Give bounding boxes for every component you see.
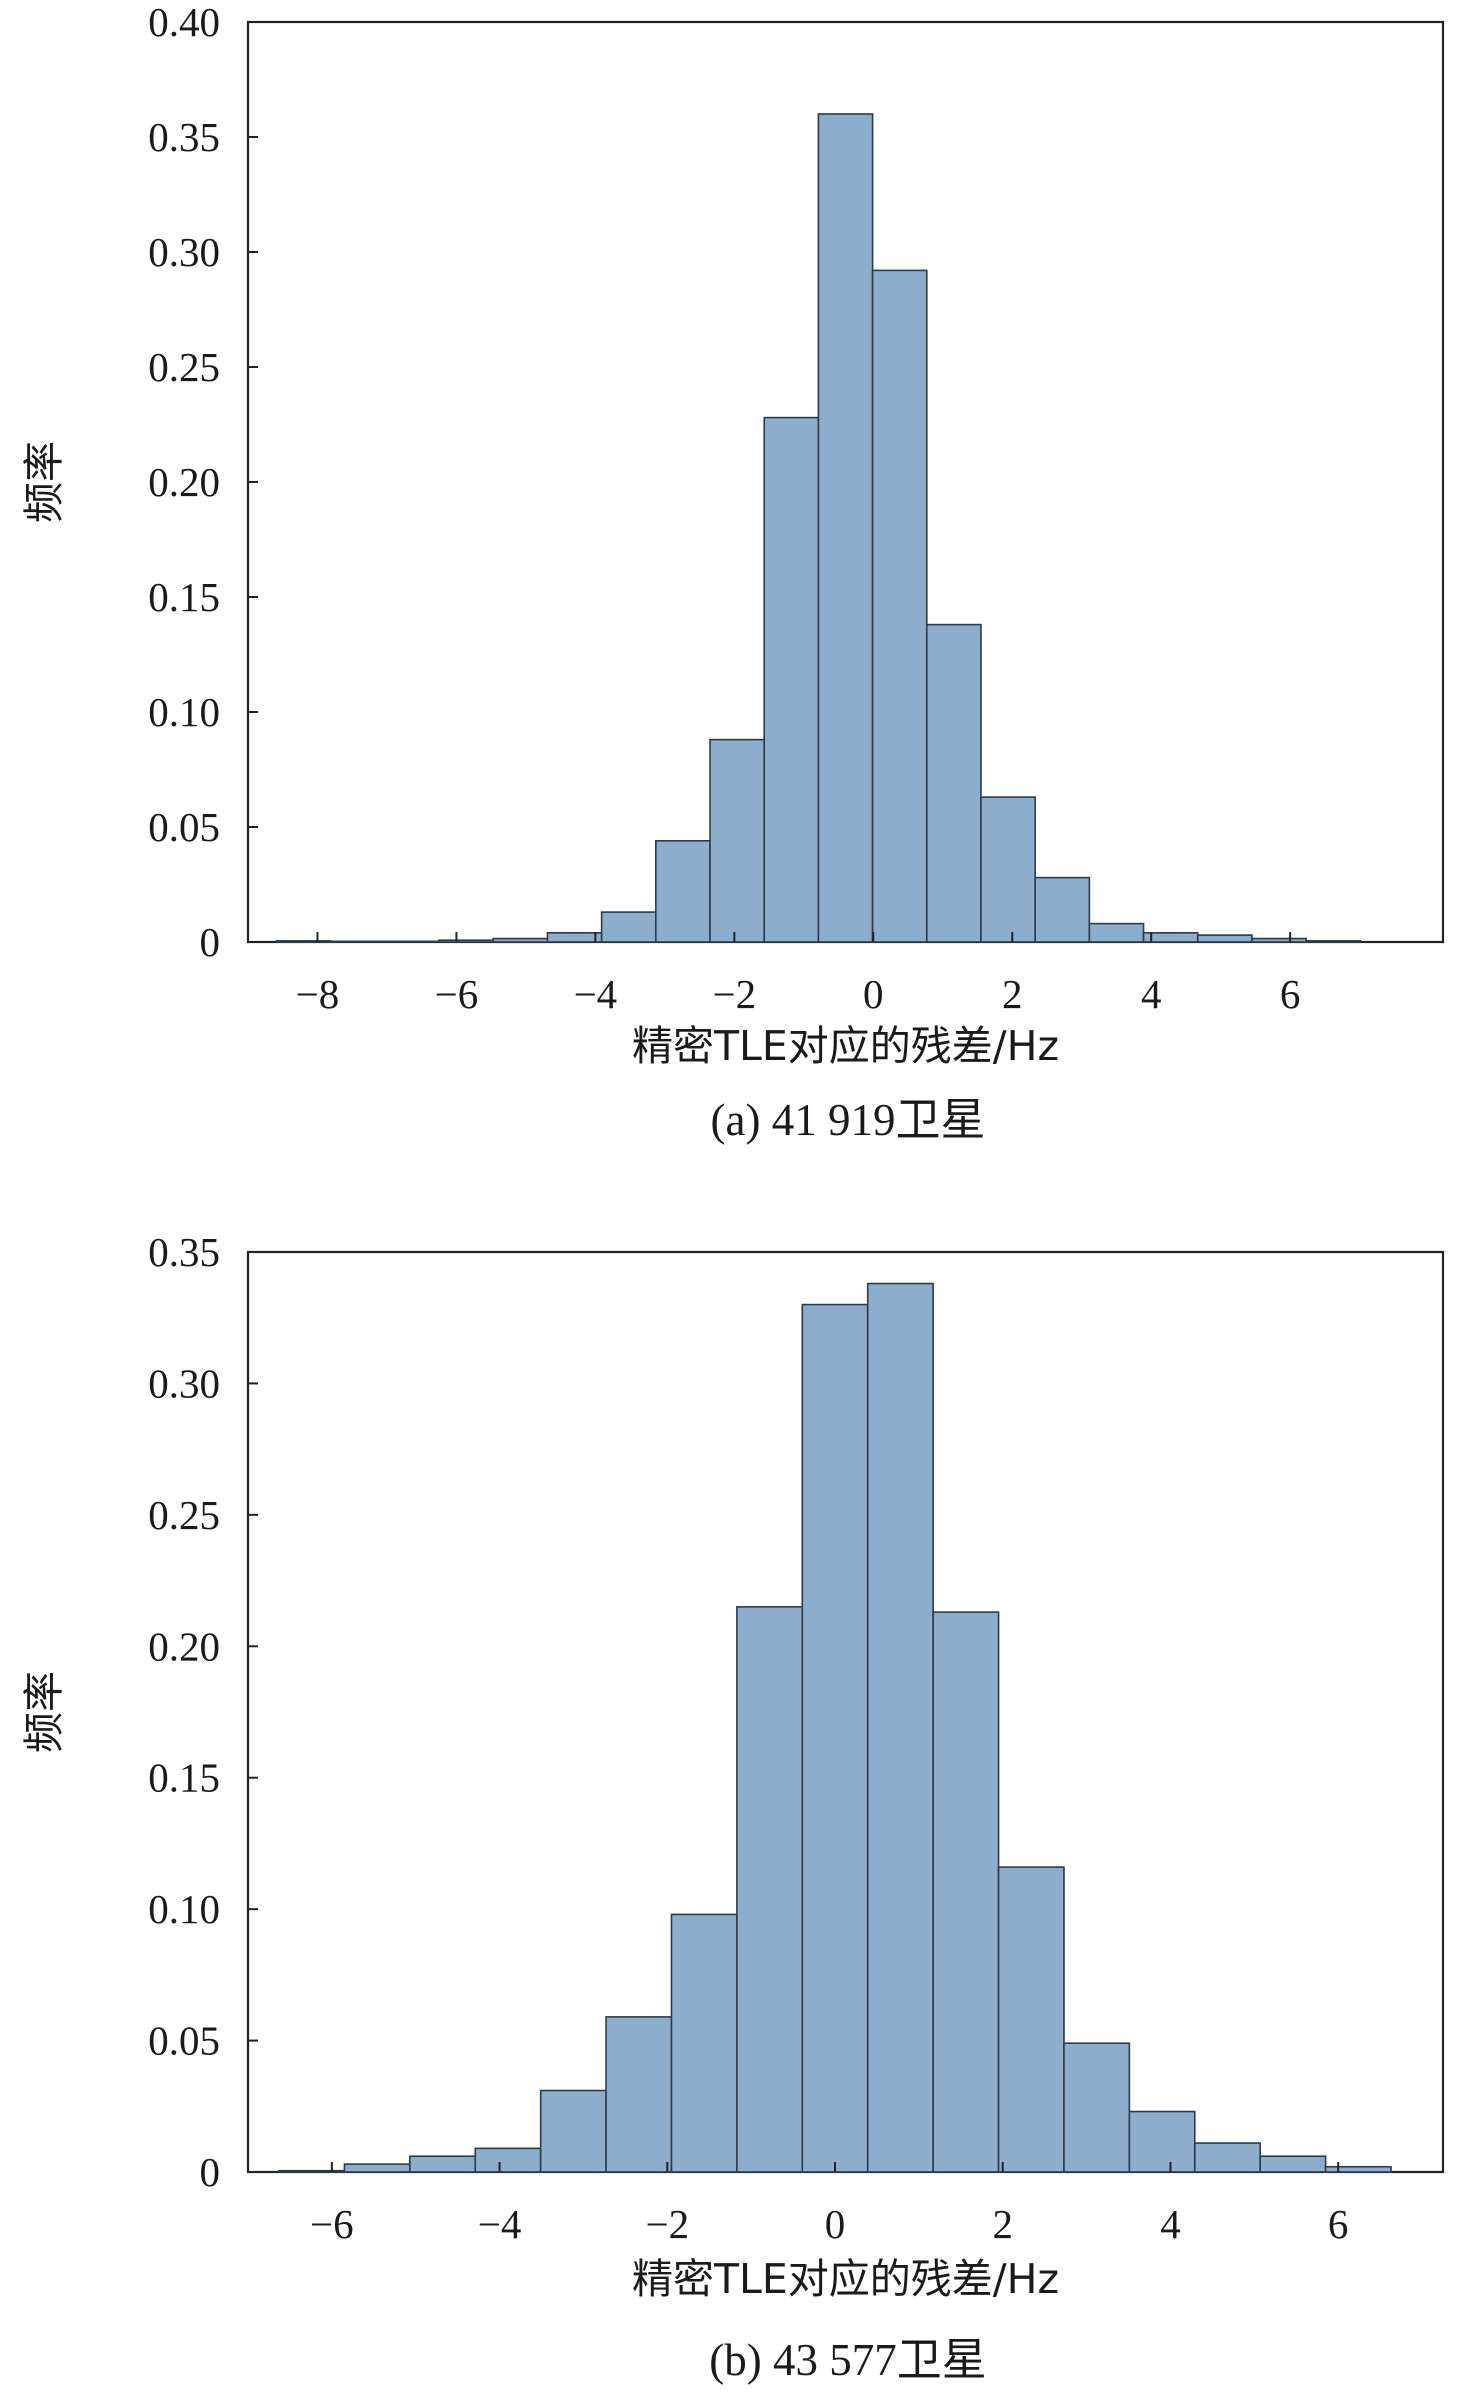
histogram-bar <box>763 416 820 943</box>
figure-caption: (a) 41 919卫星 <box>711 1095 986 1145</box>
histogram-bar <box>275 940 332 943</box>
y-tick-label: 0.15 <box>148 1755 220 1801</box>
histogram-bar <box>605 2016 673 2173</box>
y-tick-label: 0.30 <box>148 229 220 275</box>
histogram-bar <box>492 937 549 943</box>
histogram-bar <box>546 931 603 943</box>
y-axis-label: 频率 <box>20 441 68 523</box>
x-tick-label: −6 <box>435 971 479 1017</box>
histogram-bar <box>866 1282 934 2173</box>
histogram-bar <box>329 940 386 943</box>
y-tick-label: 0.15 <box>148 574 220 620</box>
histogram-bar <box>1193 2142 1261 2173</box>
histogram-bar <box>1259 2155 1327 2173</box>
x-tick-label: 4 <box>1141 971 1162 1017</box>
histogram-bar <box>1063 2042 1131 2173</box>
y-tick-label: 0.20 <box>148 459 220 505</box>
histogram-bar <box>932 1611 1000 2173</box>
y-tick-label: 0.25 <box>148 344 220 390</box>
histogram-bar <box>1196 934 1253 943</box>
histogram-bar <box>600 911 657 943</box>
x-axis-label: 精密TLE对应的残差/Hz <box>632 1022 1059 1070</box>
y-tick-label: 0.05 <box>148 804 220 850</box>
histogram-bar <box>997 1866 1065 2173</box>
histogram-bar <box>384 940 440 943</box>
x-tick-label: −2 <box>713 971 757 1017</box>
y-tick-label: 0.05 <box>148 2018 220 2064</box>
x-tick-label: 4 <box>1160 2201 1181 2247</box>
histogram-bar <box>539 2089 607 2173</box>
histogram-bar <box>871 269 928 943</box>
histogram-bar <box>1088 922 1145 943</box>
x-tick-label: 0 <box>825 2201 846 2247</box>
figure-caption: (b) 43 577卫星 <box>709 2335 986 2385</box>
histogram-bar <box>801 1303 869 2173</box>
y-tick-label: 0 <box>200 2149 221 2195</box>
x-tick-label: 6 <box>1328 2201 1349 2247</box>
histogram-bar <box>709 738 766 943</box>
x-tick-label: −8 <box>296 971 340 1017</box>
x-tick-label: 2 <box>1002 971 1023 1017</box>
y-tick-label: 0.35 <box>148 114 220 160</box>
histogram-bar <box>474 2147 542 2173</box>
y-tick-label: 0.10 <box>148 1886 220 1932</box>
histogram-bar <box>1034 876 1091 943</box>
x-tick-label: −2 <box>645 2201 689 2247</box>
y-tick-label: 0 <box>200 919 221 965</box>
y-tick-label: 0.20 <box>148 1623 220 1669</box>
x-tick-label: −4 <box>574 971 618 1017</box>
histogram-bar <box>1324 2165 1392 2173</box>
x-axis-label: 精密TLE对应的残差/Hz <box>632 2255 1059 2303</box>
y-tick-label: 0.25 <box>148 1492 220 1538</box>
histogram-bar <box>438 939 495 943</box>
histogram-bar <box>343 2163 411 2173</box>
histogram-bar <box>278 2169 346 2173</box>
histogram-bar <box>925 623 982 943</box>
x-tick-label: −4 <box>478 2201 522 2247</box>
histogram-bar <box>817 113 874 943</box>
y-axis-label: 频率 <box>20 1671 68 1753</box>
histogram-bar <box>670 1913 738 2173</box>
histogram-bar <box>1251 937 1307 943</box>
y-tick-label: 0.35 <box>148 1229 220 1275</box>
histogram-bar <box>655 839 711 943</box>
y-tick-label: 0.10 <box>148 689 220 735</box>
y-tick-label: 0.30 <box>148 1360 220 1406</box>
y-tick-label: 0.40 <box>148 0 220 45</box>
histogram-bar <box>1305 940 1362 943</box>
histogram-bar <box>1128 2110 1196 2173</box>
histogram-bar <box>736 1606 804 2173</box>
histogram-bar <box>409 2155 477 2173</box>
histogram-bar <box>980 796 1036 943</box>
x-tick-label: −6 <box>310 2201 354 2247</box>
x-tick-label: 2 <box>992 2201 1013 2247</box>
x-tick-label: 6 <box>1280 971 1301 1017</box>
x-tick-label: 0 <box>863 971 884 1017</box>
